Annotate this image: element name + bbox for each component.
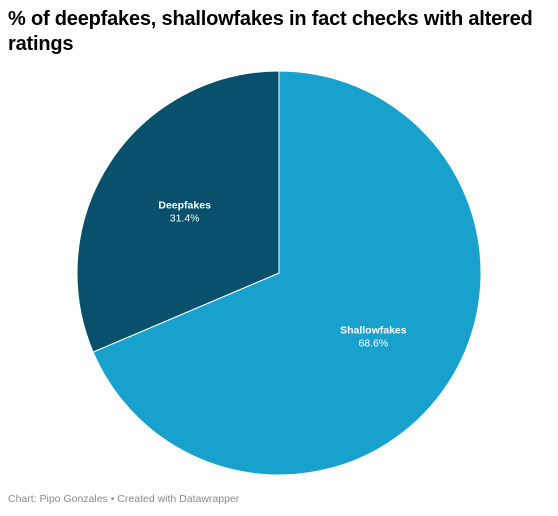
slice-value-deepfakes: 31.4%	[170, 213, 200, 225]
chart-title: % of deepfakes, shallowfakes in fact che…	[8, 8, 533, 55]
pie-slice-shallowfakes	[92, 70, 482, 476]
chart-credit: Chart: Pipo Gonzales • Created with Data…	[8, 493, 240, 505]
slice-label-deepfakes: Deepfakes	[158, 200, 211, 212]
slice-value-shallowfakes: 68.6%	[358, 337, 388, 349]
pie-slice-deepfakes	[76, 70, 280, 353]
slice-label-shallowfakes: Shallowfakes	[340, 324, 407, 336]
